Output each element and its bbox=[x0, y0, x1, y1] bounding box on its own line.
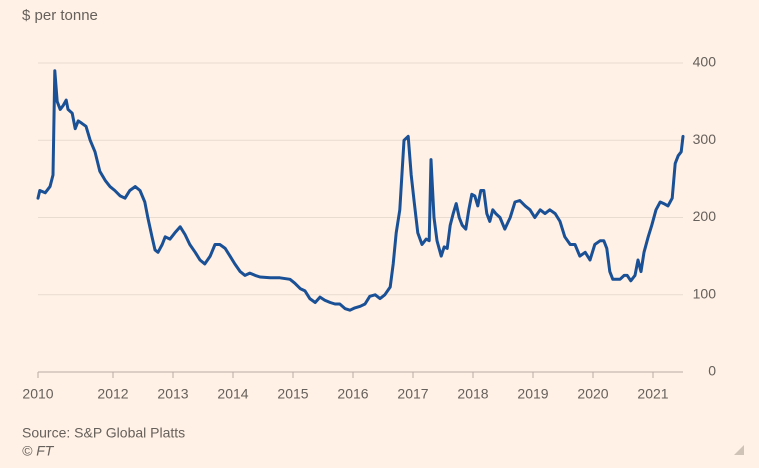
x-tick-label: 2010 bbox=[22, 386, 53, 402]
source: Source: S&P Global Platts bbox=[22, 425, 185, 441]
y-tick-label: 0 bbox=[708, 363, 716, 379]
x-tick-label: 2016 bbox=[337, 386, 368, 402]
y-tick-label: 200 bbox=[693, 208, 717, 224]
y-tick-label: 100 bbox=[693, 285, 717, 301]
x-tick-label: 2017 bbox=[397, 386, 428, 402]
resize-icon bbox=[734, 445, 744, 455]
line-series bbox=[36, 69, 685, 312]
x-tick-label: 2021 bbox=[637, 386, 668, 402]
plot-area: 0 100 200 300 400 2010 2012 2013 2014 2015 2016 201… bbox=[22, 54, 716, 402]
x-tick-label: 2014 bbox=[217, 386, 248, 402]
x-tick-label: 2013 bbox=[157, 386, 188, 402]
x-tick-label: 2015 bbox=[277, 386, 308, 402]
x-tick-label: 2012 bbox=[97, 386, 128, 402]
y-tick-label: 400 bbox=[693, 54, 717, 70]
x-tick-label: 2020 bbox=[577, 386, 608, 402]
x-tick-label: 2018 bbox=[457, 386, 488, 402]
credit: © FT bbox=[22, 443, 55, 459]
y-tick-label: 300 bbox=[693, 131, 717, 147]
axis-unit-label: $ per tonne bbox=[22, 7, 98, 24]
x-tick-label: 2019 bbox=[517, 386, 548, 402]
